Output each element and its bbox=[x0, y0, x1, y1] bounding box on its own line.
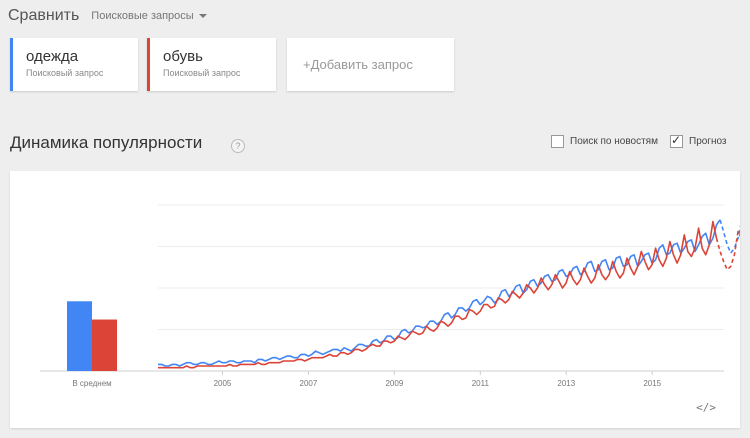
x-tick-label: 2005 bbox=[214, 379, 232, 388]
term-name: одежда bbox=[26, 48, 79, 65]
page-title: Сравнить bbox=[8, 7, 80, 24]
compare-header: Сравнить Поисковые запросы bbox=[8, 4, 207, 28]
x-tick-label: 2009 bbox=[385, 379, 403, 388]
x-tick-label: 2007 bbox=[300, 379, 318, 388]
average-label: В среднем bbox=[72, 379, 111, 388]
average-bar bbox=[67, 301, 92, 371]
forecast-option[interactable]: Прогноз bbox=[670, 133, 727, 148]
x-tick-label: 2013 bbox=[557, 379, 575, 388]
add-query-label: +Добавить запрос bbox=[303, 57, 413, 72]
forecast-label: Прогноз bbox=[689, 136, 727, 147]
chart-panel: В среднем 2005 2007 2009 2011 2013 2015 </> bbox=[10, 171, 750, 428]
news-checkbox[interactable] bbox=[551, 135, 564, 148]
term-name: обувь bbox=[163, 48, 203, 65]
term-kind: Поисковый запрос bbox=[26, 68, 104, 78]
term-color-bar bbox=[147, 38, 150, 91]
x-tick-label: 2011 bbox=[472, 379, 490, 388]
trend-chart: В среднем 2005 2007 2009 2011 2013 2015 bbox=[40, 204, 750, 388]
average-bar bbox=[92, 319, 117, 371]
news-label: Поиск по новостям bbox=[570, 136, 658, 147]
term-kind: Поисковый запрос bbox=[163, 68, 241, 78]
x-tick-label: 2015 bbox=[643, 379, 661, 388]
series-line-1 bbox=[158, 219, 721, 367]
forecast-line-2 bbox=[715, 230, 746, 271]
section-title: Динамика популярности bbox=[10, 133, 203, 152]
query-type-label: Поисковые запросы bbox=[91, 10, 194, 22]
term-card-1[interactable]: одежда Поисковый запрос bbox=[10, 38, 138, 91]
series-line-2 bbox=[158, 220, 718, 369]
chevron-down-icon bbox=[198, 14, 207, 18]
add-query-button[interactable]: +Добавить запрос bbox=[287, 38, 454, 91]
embed-code-icon[interactable]: </> bbox=[696, 401, 716, 414]
news-search-option[interactable]: Поиск по новостям bbox=[551, 135, 658, 148]
forecast-checkbox[interactable] bbox=[670, 133, 683, 148]
query-type-dropdown[interactable]: Поисковые запросы bbox=[91, 10, 207, 22]
term-card-2[interactable]: обувь Поисковый запрос bbox=[147, 38, 276, 91]
term-color-bar bbox=[10, 38, 13, 91]
help-icon[interactable]: ? bbox=[231, 139, 245, 153]
